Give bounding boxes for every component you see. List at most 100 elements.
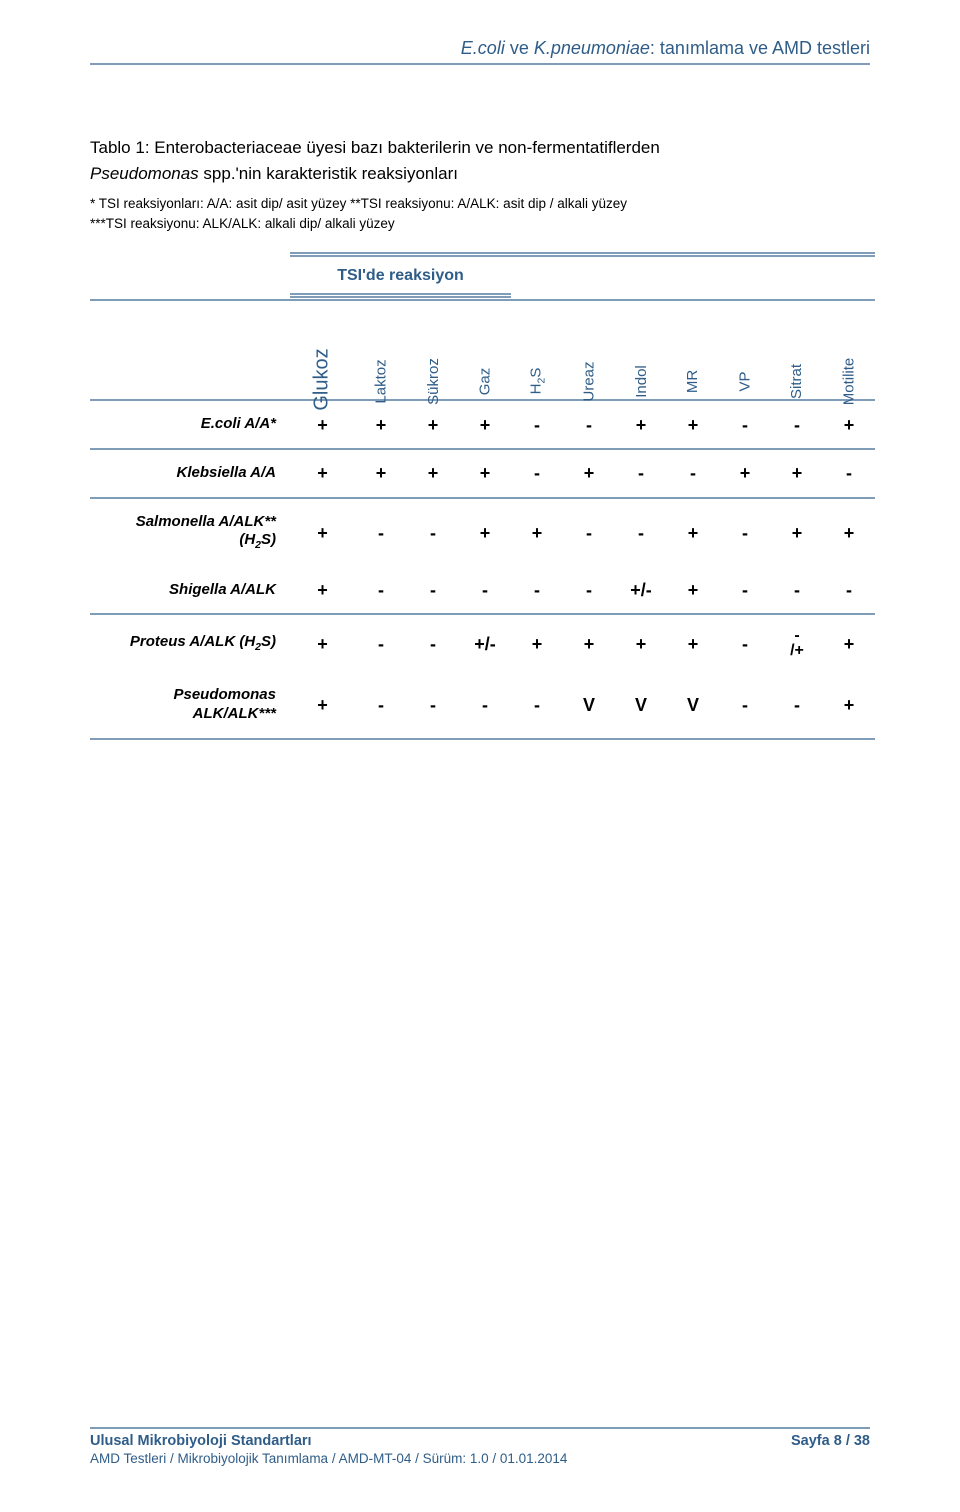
column-header-label: H2S xyxy=(527,368,547,395)
table-cell: + xyxy=(355,400,407,449)
table-cell: V xyxy=(615,672,667,739)
table-cell: - xyxy=(355,567,407,615)
header-rule xyxy=(90,63,870,65)
table-caption: Tablo 1: Enterobacteriaceae üyesi bazı b… xyxy=(90,135,870,188)
table-cell: - xyxy=(511,400,563,449)
column-header: VP xyxy=(719,300,771,400)
table-cell: + xyxy=(290,672,355,739)
tsi-empty xyxy=(90,259,290,294)
table-cell: + xyxy=(823,672,875,739)
table-cell: - xyxy=(719,614,771,672)
table-cell: + xyxy=(667,400,719,449)
table-cell: - xyxy=(407,498,459,567)
column-header: Laktoz xyxy=(355,300,407,400)
row-label: Salmonella A/ALK**(H2S) xyxy=(90,498,290,567)
header-ital2: K.pneumoniae xyxy=(534,38,650,58)
column-header: Motilite xyxy=(823,300,875,400)
column-header-label: Sitrat xyxy=(788,364,805,399)
table-cell: + xyxy=(771,498,823,567)
colhead-empty xyxy=(90,300,290,400)
footer-rule xyxy=(90,1427,870,1429)
row-label: Shigella A/ALK xyxy=(90,567,290,615)
table-row: Proteus A/ALK (H2S)+--+/-++++--/++ xyxy=(90,614,875,672)
table-cell: + xyxy=(290,614,355,672)
table-cell: - xyxy=(771,567,823,615)
table-cell: + xyxy=(563,449,615,498)
tsi-header: TSI'de reaksiyon xyxy=(290,259,511,294)
table-cell: - xyxy=(563,498,615,567)
column-header-label: Motilite xyxy=(840,358,857,406)
row-label: Proteus A/ALK (H2S) xyxy=(90,614,290,672)
column-header: Sitrat xyxy=(771,300,823,400)
table-row: E.coli A/A*++++--++--+ xyxy=(90,400,875,449)
column-header-row: GlukozLaktozSükrozGazH2SUreazIndolMRVPSi… xyxy=(90,300,875,400)
caption-line1: Tablo 1: Enterobacteriaceae üyesi bazı b… xyxy=(90,138,660,157)
table-cell: + xyxy=(823,614,875,672)
column-header-label: Laktoz xyxy=(372,360,389,404)
table-cell: - xyxy=(511,672,563,739)
caption-line2-post: spp.'nin karakteristik reaksiyonları xyxy=(199,164,458,183)
table-cell: - xyxy=(719,567,771,615)
table-cell: - xyxy=(407,567,459,615)
footer-sub: AMD Testleri / Mikrobiyolojik Tanımlama … xyxy=(90,1451,870,1466)
table-cell: V xyxy=(563,672,615,739)
table-cell: + xyxy=(667,567,719,615)
row-label: PseudomonasALK/ALK*** xyxy=(90,672,290,739)
header-post: : tanımlama ve AMD testleri xyxy=(650,38,870,58)
table-cell: - xyxy=(355,672,407,739)
table-cell: + xyxy=(459,498,511,567)
table-cell: V xyxy=(667,672,719,739)
table-cell: + xyxy=(667,614,719,672)
table-row: PseudomonasALK/ALK***+----VVV--+ xyxy=(90,672,875,739)
table-cell: - xyxy=(719,400,771,449)
column-header-label: Indol xyxy=(633,365,650,398)
column-header: Sükroz xyxy=(407,300,459,400)
row-label: E.coli A/A* xyxy=(90,400,290,449)
table-cell: + xyxy=(290,567,355,615)
table-cell: - xyxy=(511,449,563,498)
column-header-label: MR xyxy=(684,370,701,393)
table-footnotes: * TSI reaksiyonları: A/A: asit dip/ asit… xyxy=(90,194,870,235)
table-cell: - xyxy=(563,400,615,449)
table-cell: - xyxy=(615,449,667,498)
reaction-table-wrap: TSI'de reaksiyon GlukozLaktozSükrozGazH2… xyxy=(90,252,870,739)
table-cell: +/- xyxy=(459,614,511,672)
table-cell: + xyxy=(407,400,459,449)
table-cell: - xyxy=(771,672,823,739)
table-cell: + xyxy=(719,449,771,498)
table-cell: + xyxy=(407,449,459,498)
column-header: Indol xyxy=(615,300,667,400)
header-ital1: E.coli xyxy=(461,38,505,58)
caption-line2-ital: Pseudomonas xyxy=(90,164,199,183)
table-cell: - xyxy=(355,498,407,567)
table-cell: - xyxy=(407,672,459,739)
table-row: Salmonella A/ALK**(H2S)+--++--+-++ xyxy=(90,498,875,567)
page-header: E.coli ve K.pneumoniae: tanımlama ve AMD… xyxy=(90,38,870,63)
table-cell: - xyxy=(563,567,615,615)
row-label: Klebsiella A/A xyxy=(90,449,290,498)
reaction-table: TSI'de reaksiyon GlukozLaktozSükrozGazH2… xyxy=(90,252,875,739)
table-cell: + xyxy=(823,400,875,449)
table-cell: + xyxy=(290,498,355,567)
table-cell: - xyxy=(771,400,823,449)
table-cell: - xyxy=(615,498,667,567)
table-cell: -/+ xyxy=(771,614,823,672)
column-header: Ureaz xyxy=(563,300,615,400)
table-cell: + xyxy=(667,498,719,567)
table-cell: + xyxy=(511,498,563,567)
column-header: H2S xyxy=(511,300,563,400)
table-cell: - xyxy=(407,614,459,672)
footer-right: Sayfa 8 / 38 xyxy=(791,1433,870,1449)
table-cell: - xyxy=(719,672,771,739)
tsi-empty-right xyxy=(511,259,875,294)
table-cell: + xyxy=(615,400,667,449)
column-header-label: Glukoz xyxy=(311,349,334,411)
table-cell: + xyxy=(290,449,355,498)
column-header: MR xyxy=(667,300,719,400)
table-cell: + xyxy=(459,449,511,498)
column-header-label: Sükroz xyxy=(425,358,442,405)
table-cell: +/- xyxy=(615,567,667,615)
table-cell: - xyxy=(355,614,407,672)
column-header-label: VP xyxy=(736,372,753,392)
table-body: E.coli A/A*++++--++--+Klebsiella A/A++++… xyxy=(90,400,875,738)
